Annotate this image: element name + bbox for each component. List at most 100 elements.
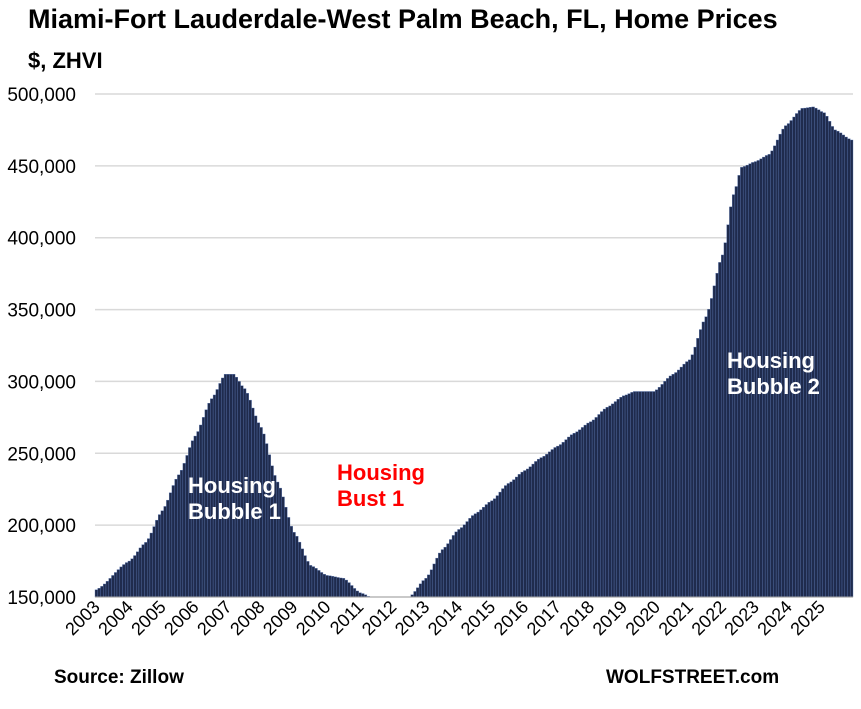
bar <box>627 393 631 598</box>
bar <box>344 579 348 598</box>
bar <box>635 391 639 598</box>
bar <box>556 445 560 598</box>
bar <box>515 476 519 598</box>
bar <box>726 224 730 598</box>
bar <box>298 541 302 598</box>
bar <box>693 346 697 598</box>
bar <box>317 570 321 598</box>
x-tick-label: 2019 <box>589 597 631 639</box>
annotation-line: Housing <box>337 460 425 485</box>
bar <box>542 456 546 598</box>
annotation-housing-bubble-1: Housing Bubble 1 <box>188 473 281 525</box>
bar <box>707 309 711 598</box>
bar <box>712 285 716 598</box>
source-label: Source: Zillow <box>54 667 184 688</box>
x-tick-label: 2013 <box>391 597 433 639</box>
bar <box>416 587 420 598</box>
bar <box>495 495 499 598</box>
bar <box>152 526 156 598</box>
bar <box>341 578 346 598</box>
annotation-line: Bust 1 <box>337 486 405 511</box>
bar <box>352 588 357 598</box>
bar <box>531 463 535 598</box>
bar <box>646 391 650 598</box>
bar <box>177 474 181 598</box>
x-tick-label: 2022 <box>688 597 730 639</box>
bar <box>616 399 620 598</box>
bar <box>550 449 554 598</box>
bar <box>119 566 123 598</box>
bar <box>333 576 337 598</box>
bar <box>509 481 513 598</box>
bar <box>561 442 565 598</box>
bar <box>350 585 354 598</box>
bar <box>303 555 307 598</box>
bar <box>619 397 623 598</box>
bar <box>355 590 359 598</box>
bar <box>839 132 843 598</box>
bar <box>440 549 444 598</box>
bar <box>553 447 557 598</box>
bar <box>133 555 137 598</box>
bar <box>347 582 351 598</box>
bar <box>501 488 505 598</box>
y-tick-label: 400,000 <box>7 229 76 250</box>
bar <box>361 593 365 598</box>
bar <box>611 403 615 598</box>
bar <box>149 532 153 598</box>
bar <box>572 432 576 598</box>
bar <box>358 592 362 598</box>
bar <box>657 387 661 598</box>
bar <box>591 419 596 598</box>
bar <box>847 138 851 598</box>
bar <box>523 470 527 598</box>
bar <box>605 407 609 598</box>
bar <box>451 535 455 598</box>
bar <box>701 321 705 598</box>
bar <box>281 496 285 598</box>
bar <box>630 392 634 598</box>
bar <box>141 544 145 598</box>
bars <box>94 106 854 598</box>
x-tick-label: 2010 <box>292 597 334 639</box>
x-axis-ticks: 2003200420052006200720082009201020112012… <box>61 597 829 639</box>
bar <box>130 558 134 598</box>
bar <box>613 401 617 598</box>
y-tick-label: 450,000 <box>7 157 76 178</box>
bar <box>429 569 433 598</box>
bar <box>320 572 324 598</box>
bar <box>498 491 502 598</box>
bar <box>668 375 672 598</box>
bar <box>292 532 296 598</box>
bar <box>536 458 541 598</box>
bar <box>460 527 464 598</box>
bar <box>844 136 848 598</box>
bar <box>597 414 601 598</box>
y-tick-label: 500,000 <box>7 85 76 106</box>
bar <box>836 130 840 598</box>
bar <box>446 543 450 598</box>
bar <box>138 547 142 598</box>
bar <box>624 394 628 598</box>
bar <box>413 591 417 598</box>
bar <box>644 391 648 598</box>
x-tick-label: 2007 <box>193 597 235 639</box>
bar <box>309 565 313 598</box>
bar <box>160 510 164 598</box>
bar <box>171 485 175 598</box>
annotation-housing-bust-1: Housing Bust 1 <box>337 460 425 512</box>
bar <box>715 273 719 598</box>
bar <box>127 560 131 598</box>
bar <box>322 574 326 598</box>
bar <box>690 354 694 598</box>
bar <box>94 589 98 598</box>
bar <box>699 329 703 598</box>
bar <box>729 206 733 598</box>
bar <box>718 262 722 598</box>
bar <box>580 427 585 598</box>
bar <box>633 391 637 598</box>
y-tick-label: 250,000 <box>7 444 76 465</box>
x-tick-label: 2016 <box>490 597 532 639</box>
bar <box>578 429 582 598</box>
bar <box>179 469 184 598</box>
